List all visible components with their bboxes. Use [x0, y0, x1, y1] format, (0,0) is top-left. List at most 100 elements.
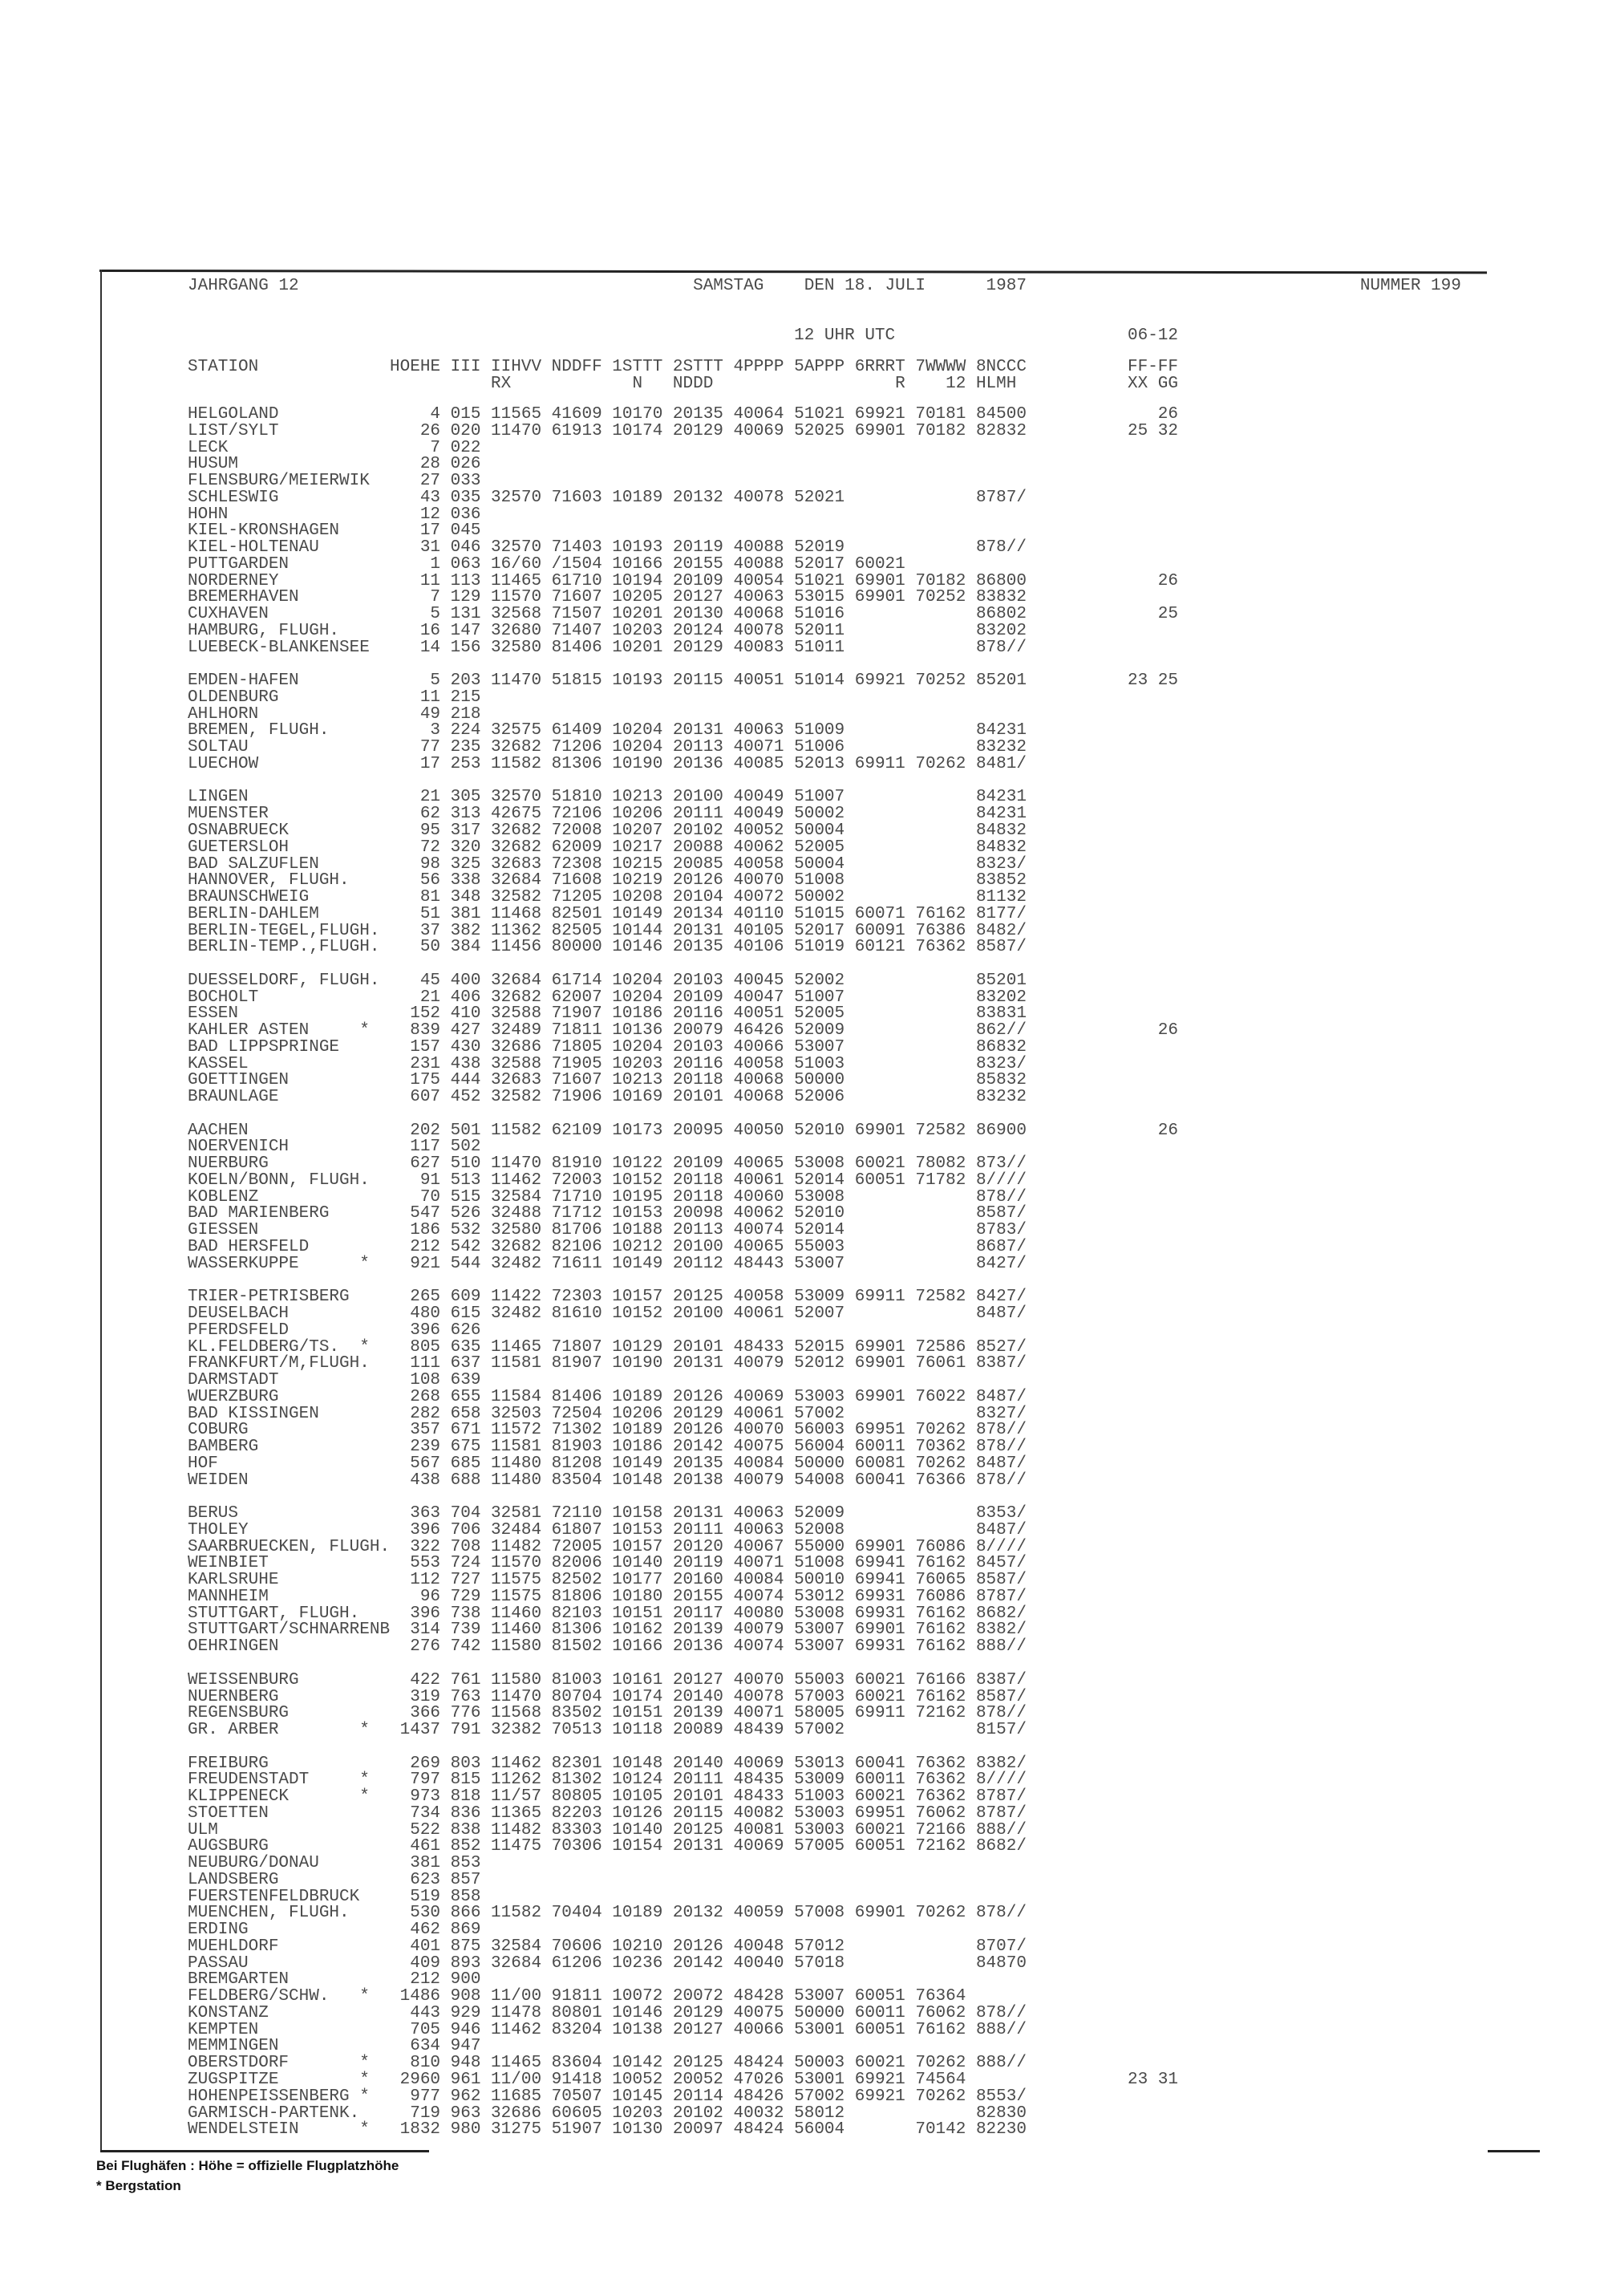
cell-station-index: 739	[450, 1621, 481, 1640]
column-subheader-n: N	[632, 375, 643, 393]
cell-8nccc: 8////	[975, 1170, 1027, 1190]
bottom-rule	[100, 2150, 429, 2152]
cell-iihvv: 32682	[491, 988, 542, 1007]
cell-8nccc: 8////	[975, 1771, 1027, 1790]
cell-nddff: 80805	[551, 1787, 602, 1807]
cell-station: STUTTGART/SCHNARRENB	[188, 1621, 391, 1640]
cell-nddff: 71407	[551, 621, 602, 640]
cell-2sttt: 20129	[672, 1404, 723, 1423]
cell-nddff: 81003	[551, 1670, 602, 1690]
cell-8nccc: 8787/	[975, 1803, 1027, 1823]
cell-elevation: 547	[410, 1204, 441, 1223]
cell-station: LIST/SYLT	[188, 421, 279, 440]
cell-mark: *	[359, 2054, 370, 2073]
cell-2sttt: 20125	[672, 2054, 723, 2073]
cell-iihvv: 32382	[491, 1721, 542, 1740]
cell-elevation: 381	[410, 1854, 441, 1873]
cell-6rrrt: 60051	[854, 1987, 905, 2006]
cell-station-index: 452	[450, 1088, 481, 1107]
cell-iihvv: 11362	[491, 921, 542, 940]
cell-iihvv: 11478	[491, 2003, 542, 2022]
cell-station-index: 836	[450, 1803, 481, 1823]
cell-5appp: 52007	[794, 1304, 845, 1324]
cell-iihvv: 11582	[491, 1904, 542, 1923]
cell-station-index: 036	[450, 505, 481, 524]
cell-nddff: 71805	[551, 1037, 602, 1057]
column-header-station: STATION	[188, 358, 259, 376]
cell-7wwww: 70262	[915, 1421, 966, 1440]
cell-nddff: 71607	[551, 1071, 602, 1090]
cell-1sttt: 10195	[612, 1187, 663, 1207]
cell-station: MUENCHEN, FLUGH.	[188, 1904, 350, 1923]
cell-nddff: 81907	[551, 1354, 602, 1373]
cell-station: HAMBURG, FLUGH.	[188, 621, 340, 640]
cell-station: KOBLENZ	[188, 1187, 259, 1207]
cell-station-index: 729	[450, 1587, 481, 1606]
cell-nddff: 70306	[551, 1837, 602, 1856]
cell-2sttt: 20126	[672, 871, 723, 890]
cell-station: SOLTAU	[188, 738, 249, 757]
cell-2sttt: 20089	[672, 1721, 723, 1740]
cell-2sttt: 20103	[672, 971, 723, 990]
cell-iihvv: 11462	[491, 2020, 542, 2039]
cell-1sttt: 10169	[612, 1088, 663, 1107]
cell-5appp: 53001	[794, 2071, 845, 2089]
cell-station: WEINBIET	[188, 1554, 269, 1573]
cell-station: KEMPTEN	[188, 2020, 259, 2039]
cell-elevation: 422	[410, 1670, 441, 1690]
cell-elevation: 357	[410, 1421, 441, 1440]
cell-7wwww: 76086	[915, 1537, 966, 1556]
cell-7wwww: 70252	[915, 671, 966, 691]
cell-8nccc: 888//	[975, 1820, 1027, 1840]
cell-6rrrt: 60081	[854, 1454, 905, 1473]
cell-station-index: 384	[450, 938, 481, 957]
cell-elevation: 3	[430, 721, 441, 740]
cell-8nccc: 8587/	[975, 1687, 1027, 1706]
cell-station: NOERVENICH	[188, 1138, 290, 1157]
cell-2sttt: 20129	[672, 421, 723, 440]
cell-2sttt: 20100	[672, 788, 723, 807]
cell-station: MANNHEIM	[188, 1587, 269, 1606]
cell-5appp: 52017	[794, 921, 845, 940]
cell-station: WASSERKUPPE	[188, 1254, 299, 1273]
cell-8nccc: 83232	[975, 1088, 1027, 1107]
cell-1sttt: 10236	[612, 1953, 663, 1973]
cell-4pppp: 40068	[733, 1088, 784, 1107]
cell-2sttt: 20103	[672, 1037, 723, 1057]
cell-nddff: 61710	[551, 571, 602, 590]
cell-8nccc: 8587/	[975, 1204, 1027, 1223]
cell-2sttt: 20118	[672, 1071, 723, 1090]
cell-mark: *	[359, 1337, 370, 1357]
cell-elevation: 363	[410, 1504, 441, 1523]
cell-station-index: 818	[450, 1787, 481, 1807]
cell-station: NUERNBERG	[188, 1687, 279, 1706]
cell-elevation: 21	[419, 788, 441, 807]
cell-1sttt: 10188	[612, 1221, 663, 1240]
cell-5appp: 50004	[794, 821, 845, 840]
cell-1sttt: 10205	[612, 588, 663, 607]
cell-iihvv: 32684	[491, 871, 542, 890]
cell-2sttt: 20085	[672, 854, 723, 874]
cell-2sttt: 20124	[672, 621, 723, 640]
cell-elevation: 16	[419, 621, 441, 640]
cell-1sttt: 10148	[612, 1754, 663, 1773]
cell-elevation: 734	[410, 1803, 441, 1823]
cell-5appp: 52010	[794, 1204, 845, 1223]
cell-4pppp: 40049	[733, 805, 784, 824]
cell-station-index: 526	[450, 1204, 481, 1223]
cell-station: LANDSBERG	[188, 1870, 279, 1889]
cell-6rrrt: 60051	[854, 1170, 905, 1190]
cell-elevation: 797	[410, 1771, 441, 1790]
cell-elevation: 396	[410, 1604, 441, 1623]
cell-elevation: 62	[419, 805, 441, 824]
cell-8nccc: 8783/	[975, 1221, 1027, 1240]
cell-iihvv: 32482	[491, 1254, 542, 1273]
cell-station-index: 305	[450, 788, 481, 807]
cell-ff-gusts: 25 32	[1127, 421, 1178, 440]
cell-iihvv: 31275	[491, 2120, 542, 2140]
cell-2sttt: 20136	[672, 754, 723, 773]
cell-2sttt: 20114	[672, 2087, 723, 2106]
cell-4pppp: 40047	[733, 988, 784, 1007]
cell-1sttt: 10151	[612, 1704, 663, 1723]
cell-elevation: 12	[419, 505, 441, 524]
